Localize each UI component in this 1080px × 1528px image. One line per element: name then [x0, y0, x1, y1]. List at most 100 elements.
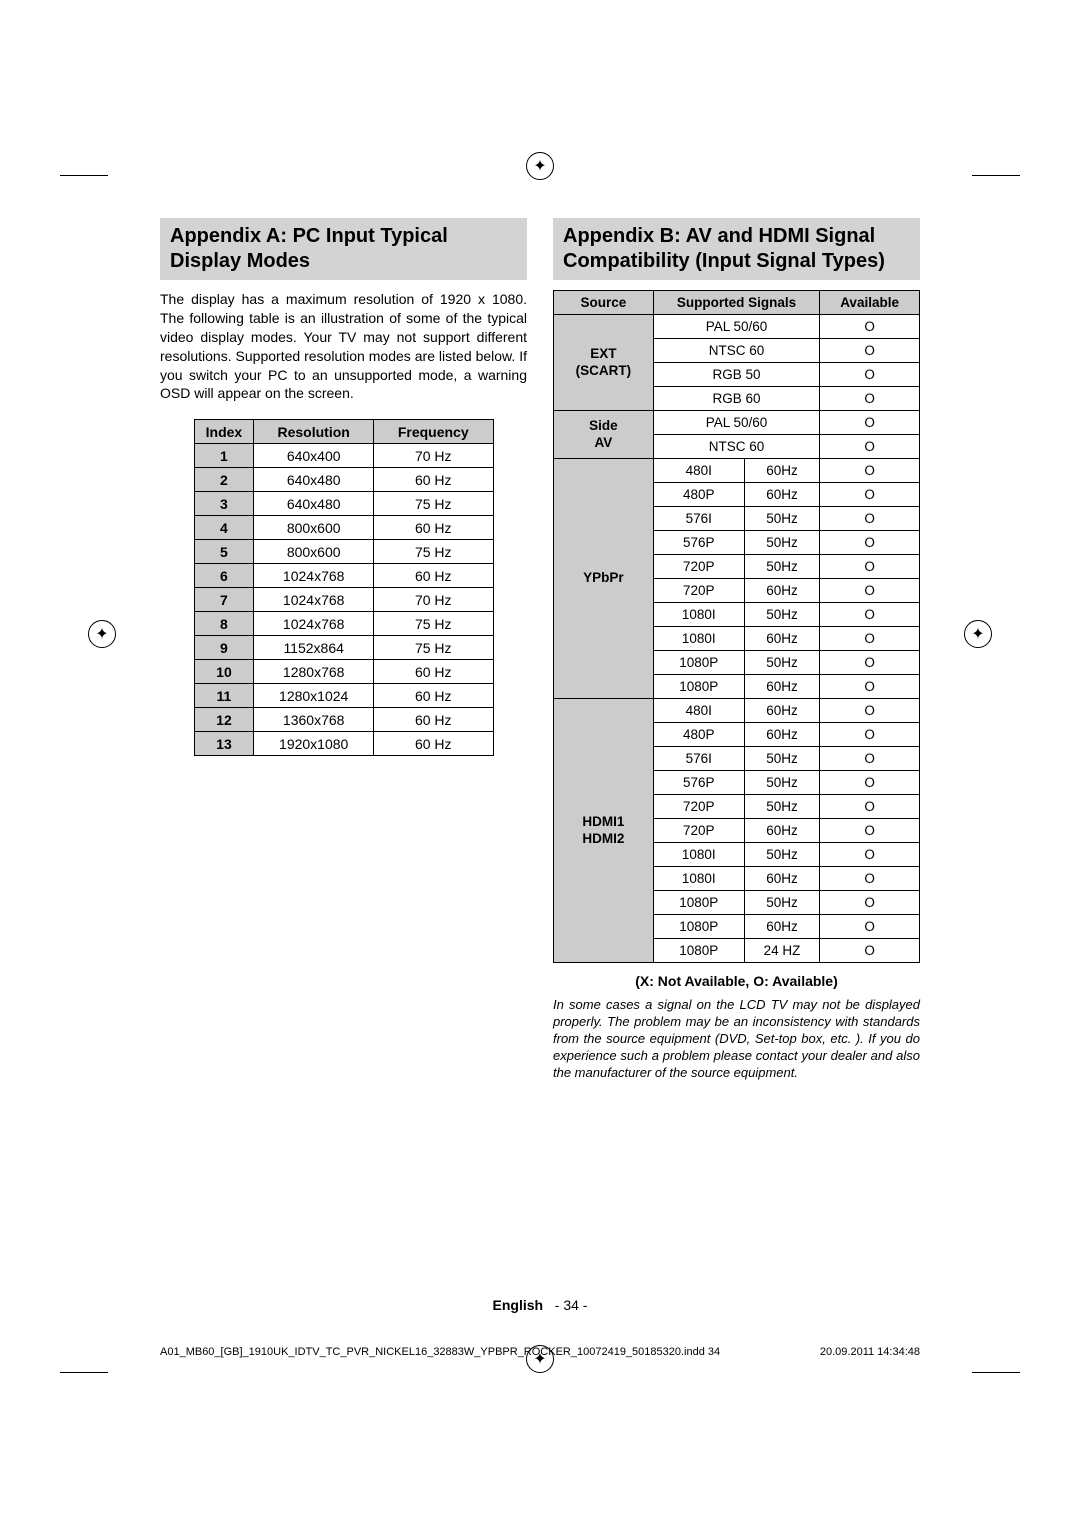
cell-available: O — [820, 651, 920, 675]
cell-signal-freq: 50Hz — [744, 795, 819, 819]
footer-filename: A01_MB60_[GB]_1910UK_IDTV_TC_PVR_NICKEL1… — [160, 1346, 720, 1358]
footer-language: English — [493, 1297, 544, 1313]
table-row: 2640x48060 Hz — [194, 468, 493, 492]
cell-index: 8 — [194, 612, 254, 636]
cell-signal-mode: 1080I — [653, 843, 744, 867]
cell-signal-mode: 720P — [653, 555, 744, 579]
cell-signal-freq: 50Hz — [744, 747, 819, 771]
cell-available: O — [820, 891, 920, 915]
cell-signal-freq: 60Hz — [744, 699, 819, 723]
crop-mark — [60, 1325, 108, 1373]
cell-signal-mode: 1080I — [653, 867, 744, 891]
cell-signal-mode: 720P — [653, 819, 744, 843]
cell-signal-mode: 480I — [653, 699, 744, 723]
cell-resolution: 1024x768 — [254, 612, 374, 636]
cell-signal-mode: 1080I — [653, 627, 744, 651]
note-text: In some cases a signal on the LCD TV may… — [553, 997, 920, 1081]
cell-available: O — [820, 795, 920, 819]
cell-signal-freq: 60Hz — [744, 867, 819, 891]
cell-index: 4 — [194, 516, 254, 540]
cell-signal-freq: 60Hz — [744, 819, 819, 843]
col-available: Available — [820, 291, 920, 315]
cell-signal-freq: 60Hz — [744, 723, 819, 747]
column-left: Appendix A: PC Input Typical Display Mod… — [160, 218, 527, 1081]
cell-frequency: 60 Hz — [373, 708, 493, 732]
cell-signal-mode: 480P — [653, 483, 744, 507]
table-row: 101280x76860 Hz — [194, 660, 493, 684]
cell-signal-mode: 1080P — [653, 651, 744, 675]
cell-signal-mode: 1080P — [653, 915, 744, 939]
cell-signal-freq: 50Hz — [744, 843, 819, 867]
cell-available: O — [820, 411, 920, 435]
cell-resolution: 800x600 — [254, 540, 374, 564]
cell-index: 7 — [194, 588, 254, 612]
table-row: EXT(SCART)PAL 50/60O — [554, 315, 920, 339]
footer-page-number: - 34 - — [555, 1297, 588, 1313]
cell-available: O — [820, 531, 920, 555]
cell-resolution: 1024x768 — [254, 564, 374, 588]
cell-signal-mode: 576P — [653, 531, 744, 555]
cell-available: O — [820, 867, 920, 891]
cell-available: O — [820, 483, 920, 507]
cell-available: O — [820, 459, 920, 483]
table-row: 5800x60075 Hz — [194, 540, 493, 564]
cell-index: 2 — [194, 468, 254, 492]
cell-index: 13 — [194, 732, 254, 756]
cell-signal: RGB 60 — [653, 387, 819, 411]
cell-index: 5 — [194, 540, 254, 564]
cell-frequency: 75 Hz — [373, 636, 493, 660]
table-row: 71024x76870 Hz — [194, 588, 493, 612]
col-source: Source — [554, 291, 654, 315]
page: Appendix A: PC Input Typical Display Mod… — [0, 0, 1080, 1528]
cell-signal-freq: 50Hz — [744, 603, 819, 627]
cell-index: 6 — [194, 564, 254, 588]
cell-frequency: 60 Hz — [373, 516, 493, 540]
cell-resolution: 1280x768 — [254, 660, 374, 684]
cell-resolution: 640x400 — [254, 444, 374, 468]
cell-source: EXT(SCART) — [554, 315, 654, 411]
cell-signal-freq: 60Hz — [744, 675, 819, 699]
cell-signal-mode: 720P — [653, 579, 744, 603]
cell-signal-mode: 1080P — [653, 675, 744, 699]
cell-signal-freq: 50Hz — [744, 771, 819, 795]
cell-source: SideAV — [554, 411, 654, 459]
registration-mark-icon — [526, 152, 554, 180]
cell-available: O — [820, 675, 920, 699]
cell-source: HDMI1HDMI2 — [554, 699, 654, 963]
col-signals: Supported Signals — [653, 291, 819, 315]
table-row: 61024x76860 Hz — [194, 564, 493, 588]
cell-signal-freq: 50Hz — [744, 651, 819, 675]
cell-frequency: 60 Hz — [373, 564, 493, 588]
cell-signal: NTSC 60 — [653, 339, 819, 363]
signal-compat-table: Source Supported Signals Available EXT(S… — [553, 290, 920, 963]
page-footer: English - 34 - — [0, 1297, 1080, 1313]
footer-date: 20.09.2011 14:34:48 — [820, 1346, 920, 1358]
cell-signal-freq: 60Hz — [744, 627, 819, 651]
cell-signal-freq: 50Hz — [744, 507, 819, 531]
cell-frequency: 70 Hz — [373, 588, 493, 612]
cell-frequency: 70 Hz — [373, 444, 493, 468]
cell-signal-freq: 50Hz — [744, 531, 819, 555]
cell-resolution: 1360x768 — [254, 708, 374, 732]
table-header-row: Source Supported Signals Available — [554, 291, 920, 315]
cell-signal-mode: 480I — [653, 459, 744, 483]
legend-text: (X: Not Available, O: Available) — [553, 973, 920, 989]
cell-available: O — [820, 771, 920, 795]
cell-signal-mode: 576P — [653, 771, 744, 795]
cell-resolution: 1280x1024 — [254, 684, 374, 708]
appendix-a-intro: The display has a maximum resolution of … — [160, 290, 527, 403]
table-row: SideAVPAL 50/60O — [554, 411, 920, 435]
cell-signal: PAL 50/60 — [653, 411, 819, 435]
table-row: 111280x102460 Hz — [194, 684, 493, 708]
cell-frequency: 60 Hz — [373, 468, 493, 492]
cell-available: O — [820, 315, 920, 339]
cell-available: O — [820, 915, 920, 939]
cell-available: O — [820, 387, 920, 411]
cell-available: O — [820, 507, 920, 531]
cell-signal-freq: 50Hz — [744, 891, 819, 915]
crop-mark — [972, 1325, 1020, 1373]
table-row: HDMI1HDMI2480I60HzO — [554, 699, 920, 723]
col-resolution: Resolution — [254, 420, 374, 444]
cell-frequency: 60 Hz — [373, 684, 493, 708]
cell-signal-freq: 60Hz — [744, 459, 819, 483]
